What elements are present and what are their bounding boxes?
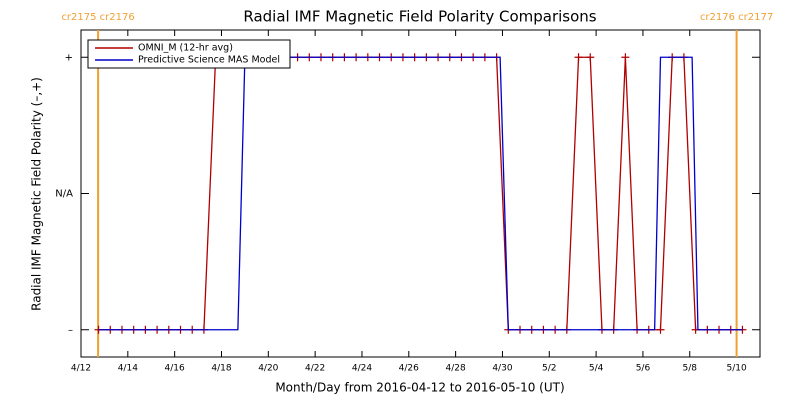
y-tick-label: N/A <box>55 189 73 200</box>
boundary-label: cr2176 cr2177 <box>700 12 773 23</box>
data-point <box>621 53 630 62</box>
x-tick-label: 4/24 <box>352 364 372 374</box>
x-tick-label: 4/26 <box>399 364 419 374</box>
x-tick-label: 5/2 <box>542 364 556 374</box>
x-tick-label: 4/22 <box>305 364 325 374</box>
x-tick-label: 5/8 <box>683 364 698 374</box>
data-point <box>656 325 665 334</box>
x-tick-label: 4/28 <box>446 364 466 374</box>
legend-box <box>87 39 291 69</box>
x-tick-label: 4/18 <box>211 364 231 374</box>
y-tick-label: + <box>65 52 73 63</box>
x-tick-label: 5/6 <box>636 364 651 374</box>
chart-title: Radial IMF Magnetic Field Polarity Compa… <box>243 8 596 26</box>
x-tick-label: 4/20 <box>258 364 278 374</box>
boundary-label: cr2175 cr2176 <box>61 12 134 23</box>
x-axis-label: Month/Day from 2016-04-12 to 2016-05-10 … <box>275 381 564 395</box>
x-tick-label: 4/14 <box>118 364 138 374</box>
x-tick-label: 4/30 <box>492 364 512 374</box>
x-tick-label: 4/12 <box>71 364 91 374</box>
x-tick-label: 5/4 <box>589 364 604 374</box>
series-line <box>98 56 743 331</box>
x-tick-label: 4/16 <box>165 364 185 374</box>
y-tick-label: – <box>68 325 73 336</box>
legend-label: Predictive Science MAS Model <box>138 55 280 66</box>
data-point <box>586 53 595 62</box>
legend-label: OMNI_M (12-hr avg) <box>138 43 233 54</box>
x-tick-label: 5/10 <box>726 364 746 374</box>
data-point <box>574 53 583 62</box>
y-axis-label: Radial IMF Magnetic Field Polarity (–,+) <box>30 77 44 311</box>
